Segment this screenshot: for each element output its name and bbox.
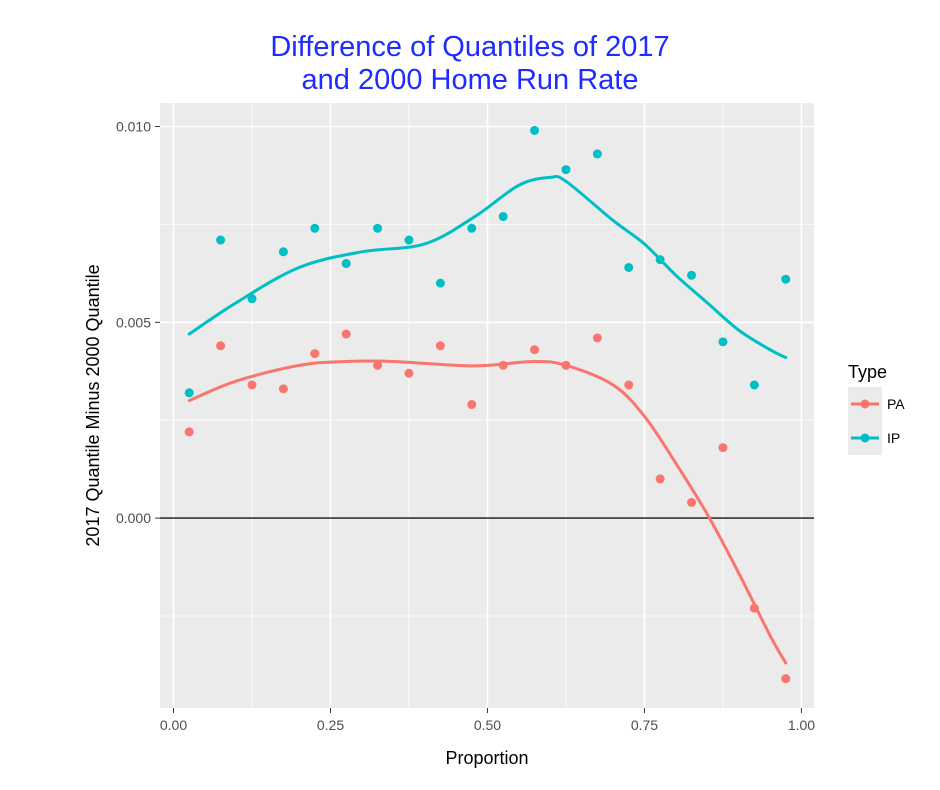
data-point-ip bbox=[530, 125, 540, 135]
data-point-ip bbox=[373, 223, 383, 233]
legend-label-pa: PA bbox=[887, 396, 905, 412]
y-tick-label: 0.010 bbox=[116, 118, 151, 134]
data-point-pa bbox=[247, 380, 257, 390]
legend-key-point-ip bbox=[860, 433, 870, 443]
data-point-ip bbox=[310, 223, 320, 233]
data-point-ip bbox=[749, 380, 759, 390]
data-point-ip bbox=[624, 262, 634, 272]
data-point-ip bbox=[592, 149, 602, 159]
x-axis-title: Proportion bbox=[445, 748, 528, 768]
smooth-line-pa bbox=[187, 359, 788, 665]
smooth-curves bbox=[187, 174, 788, 665]
data-point-ip bbox=[247, 294, 257, 304]
data-point-pa bbox=[781, 674, 791, 684]
data-point-pa bbox=[592, 333, 602, 343]
data-point-pa bbox=[687, 497, 697, 507]
data-point-pa bbox=[655, 474, 665, 484]
legend-title: Type bbox=[848, 362, 887, 382]
data-point-ip bbox=[216, 235, 226, 245]
legend: Type PA IP bbox=[848, 362, 905, 455]
data-point-pa bbox=[530, 345, 540, 355]
data-point-ip bbox=[561, 165, 571, 175]
data-point-ip bbox=[781, 274, 791, 284]
y-tick-label: 0.005 bbox=[116, 314, 151, 330]
legend-label-ip: IP bbox=[887, 430, 900, 446]
data-point-ip bbox=[467, 223, 477, 233]
data-point-ip bbox=[435, 278, 445, 288]
data-point-ip bbox=[184, 388, 194, 398]
data-point-pa bbox=[184, 427, 194, 437]
data-points bbox=[184, 125, 791, 684]
chart-title-line-1: Difference of Quantiles of 2017 bbox=[270, 31, 670, 63]
x-tick-label: 1.00 bbox=[788, 717, 815, 733]
data-point-ip bbox=[498, 212, 508, 222]
data-point-pa bbox=[624, 380, 634, 390]
x-tick-label: 0.25 bbox=[317, 717, 344, 733]
data-point-pa bbox=[373, 360, 383, 370]
data-point-pa bbox=[310, 349, 320, 359]
data-point-pa bbox=[467, 400, 477, 410]
data-point-pa bbox=[341, 329, 351, 339]
data-point-pa bbox=[278, 384, 288, 394]
chart-title-line-2: and 2000 Home Run Rate bbox=[301, 64, 639, 96]
data-point-pa bbox=[216, 341, 226, 351]
y-tick-label: 0.000 bbox=[116, 510, 151, 526]
data-point-ip bbox=[341, 259, 351, 269]
x-tick-label: 0.00 bbox=[160, 717, 187, 733]
y-axis-title: 2017 Quantile Minus 2000 Quantile bbox=[83, 264, 103, 546]
data-point-pa bbox=[561, 360, 571, 370]
legend-key-point-pa bbox=[860, 399, 870, 409]
data-point-pa bbox=[404, 368, 414, 378]
data-point-ip bbox=[718, 337, 728, 347]
x-tick-label: 0.50 bbox=[474, 717, 501, 733]
data-point-pa bbox=[498, 360, 508, 370]
data-point-ip bbox=[687, 270, 697, 280]
data-point-ip bbox=[278, 247, 288, 257]
x-tick-label: 0.75 bbox=[631, 717, 658, 733]
smooth-line-ip bbox=[187, 174, 788, 360]
data-point-pa bbox=[749, 603, 759, 613]
axis-ticks: 0.00 0.25 0.50 0.75 1.00 0.000 0.005 0.010 bbox=[116, 118, 815, 733]
data-point-pa bbox=[718, 443, 728, 453]
data-point-pa bbox=[435, 341, 445, 351]
data-point-ip bbox=[655, 255, 665, 265]
data-point-ip bbox=[404, 235, 414, 245]
